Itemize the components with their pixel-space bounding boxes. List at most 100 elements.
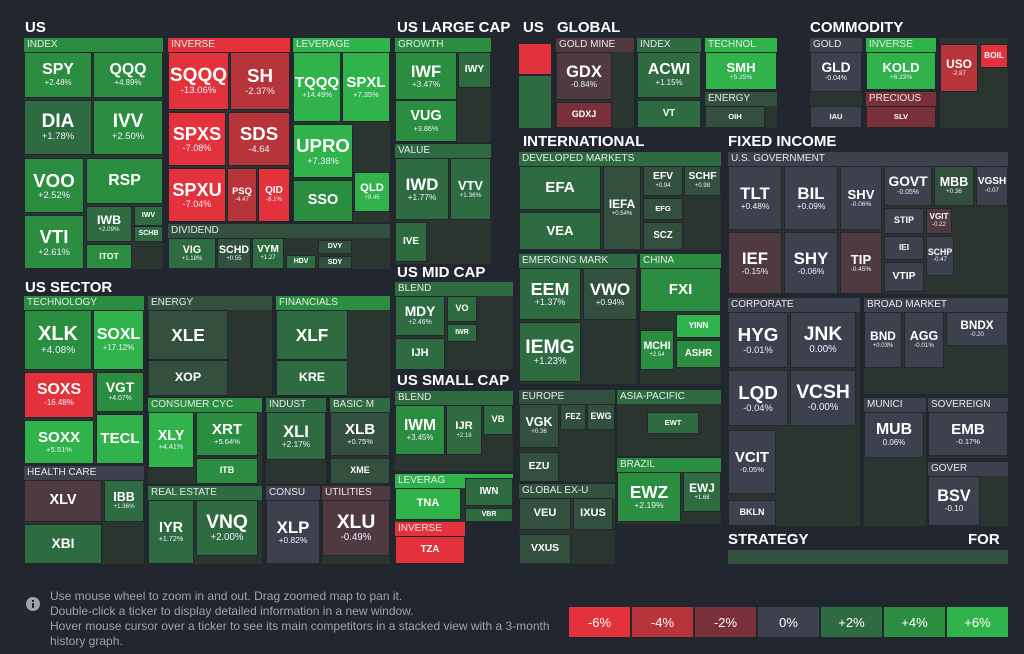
ticker-tile[interactable]: SDS -4.64 [228, 112, 290, 166]
ticker-tile[interactable]: EWJ +1.68 [683, 472, 721, 512]
ticker-tile[interactable]: SQQQ -13.06% [168, 52, 229, 110]
ticker-tile[interactable]: RSP [86, 158, 163, 204]
ticker-tile[interactable]: IJR +2.18 [446, 405, 482, 455]
ticker-tile[interactable]: KRE [276, 360, 348, 396]
ticker-tile[interactable]: EFA [519, 166, 601, 210]
ticker-tile[interactable]: VGSH -0.07 [976, 166, 1008, 206]
ticker-tile[interactable]: XLV [24, 480, 102, 522]
ticker-tile[interactable]: XLU -0.49% [322, 500, 390, 556]
ticker-tile[interactable]: STIP [884, 208, 924, 234]
ticker-tile[interactable]: SH -2.37% [230, 52, 290, 110]
ticker-tile[interactable]: EMB -0.17% [928, 412, 1008, 456]
ticker-tile[interactable]: GDX -0.84% [556, 52, 612, 100]
ticker-tile[interactable]: GOVT -0.05% [884, 166, 932, 206]
ticker-tile[interactable]: EEM +1.37% [519, 268, 581, 320]
ticker-tile[interactable]: XLK +4.08% [24, 310, 92, 370]
ticker-tile[interactable]: IXUS [573, 498, 613, 530]
ticker-tile[interactable]: VEA [519, 212, 601, 250]
ticker-tile[interactable]: MDY +2.46% [395, 296, 445, 336]
ticker-tile[interactable]: SMH +5.25% [705, 52, 777, 90]
ticker-tile[interactable]: SSO [293, 180, 353, 222]
ticker-tile[interactable]: SPXS -7.08% [168, 112, 226, 166]
ticker-tile[interactable]: JNK 0.00% [790, 312, 856, 368]
ticker-tile[interactable]: XLE [148, 310, 228, 360]
ticker-tile[interactable]: VCIT -0.05% [728, 430, 776, 494]
ticker-tile[interactable]: FXI [640, 268, 721, 312]
ticker-tile[interactable]: IWY [458, 52, 491, 88]
ticker-tile[interactable]: YINN [676, 314, 721, 338]
ticker-tile[interactable]: XLY +4.41% [148, 412, 194, 468]
ticker-tile[interactable]: TIP -0.45% [840, 232, 882, 294]
ticker-tile[interactable]: IVV +2.50% [93, 100, 163, 155]
ticker-tile[interactable]: ASHR [676, 340, 721, 368]
ticker-tile[interactable]: QQQ +4.89% [93, 52, 163, 98]
ticker-tile[interactable]: TNA [395, 488, 461, 520]
ticker-tile[interactable]: XLP +0.82% [266, 500, 320, 564]
ticker-tile[interactable]: SCHB [134, 226, 163, 242]
ticker-tile[interactable]: BNDX -0.20 [946, 312, 1008, 346]
ticker-tile[interactable]: IWB +2.09% [86, 206, 132, 242]
ticker-tile[interactable]: VO [447, 296, 477, 322]
ticker-tile[interactable]: VWO +0.94% [583, 268, 637, 320]
ticker-tile[interactable]: VYM +1.27 [252, 238, 284, 269]
ticker-tile[interactable]: XBI [24, 524, 102, 564]
ticker-tile[interactable]: VUG +3.86% [395, 100, 457, 142]
ticker-tile[interactable]: SPY +2.48% [24, 52, 92, 98]
ticker-tile[interactable]: EZU [519, 452, 559, 482]
ticker-tile[interactable]: IWM +3.45% [395, 405, 445, 455]
ticker-tile[interactable]: IEFA +0.54% [603, 166, 641, 250]
ticker-tile[interactable]: IAU [810, 106, 862, 128]
ticker-tile[interactable]: XME [330, 458, 390, 484]
ticker-tile[interactable]: MUB 0.06% [864, 412, 924, 458]
ticker-tile[interactable]: ACWI +1.15% [637, 52, 701, 98]
ticker-tile[interactable]: IEF -0.15% [728, 232, 782, 294]
ticker-tile[interactable]: IWF +3.47% [395, 52, 457, 100]
ticker-tile[interactable]: ITOT [86, 244, 132, 269]
ticker-tile[interactable]: XLB +0.75% [330, 412, 390, 456]
ticker-tile[interactable]: BOIL [980, 44, 1008, 68]
ticker-tile[interactable]: IWN [465, 478, 513, 506]
ticker-tile[interactable]: EFV +0.94 [643, 166, 683, 196]
ticker-tile[interactable]: VGT +4.07% [96, 372, 144, 412]
ticker-tile[interactable]: VNQ +2.00% [196, 500, 258, 556]
ticker-tile[interactable]: GLD -0.04% [810, 52, 862, 92]
ticker-tile[interactable]: SDY [318, 256, 352, 269]
ticker-tile[interactable]: MBB +0.36 [934, 166, 974, 206]
ticker-tile[interactable]: IWV [134, 206, 163, 226]
ticker-tile[interactable]: SCHP -0.47 [926, 236, 954, 276]
ticker-tile[interactable]: LQD -0.04% [728, 370, 788, 426]
ticker-tile[interactable]: EWG [587, 404, 615, 430]
ticker-tile[interactable]: SCHD +0.55 [217, 238, 251, 269]
ticker-tile[interactable]: VOO +2.52% [24, 158, 84, 213]
ticker-tile[interactable]: TECL [96, 414, 144, 464]
ticker-tile[interactable]: USO -2.87 [940, 44, 978, 92]
ticker-tile[interactable]: IBB +1.36% [104, 480, 144, 522]
ticker-tile[interactable]: VBR [465, 508, 513, 522]
ticker-tile[interactable]: QLD +9.45 [354, 172, 390, 212]
ticker-tile[interactable]: HYG -0.01% [728, 312, 788, 368]
ticker-tile[interactable]: IJH [395, 338, 445, 370]
ticker-tile[interactable]: VGIT -0.22 [926, 208, 952, 234]
ticker-tile[interactable]: DIA +1.78% [24, 100, 92, 155]
ticker-tile[interactable]: IEI [884, 236, 924, 260]
ticker-tile[interactable]: SHY -0.06% [784, 232, 838, 294]
ticker-tile[interactable]: BSV -0.10 [928, 476, 980, 526]
ticker-tile[interactable]: EWZ +2.19% [617, 472, 681, 522]
ticker-tile[interactable]: BKLN [728, 500, 776, 526]
ticker-tile[interactable]: BND +0.03% [864, 312, 902, 368]
ticker-tile[interactable]: XOP [148, 360, 228, 396]
ticker-tile[interactable]: VTIP [884, 262, 924, 292]
ticker-tile[interactable]: TZA [395, 536, 465, 564]
ticker-tile[interactable]: FEZ [560, 404, 586, 430]
ticker-tile[interactable]: QID -8.1% [258, 168, 290, 222]
ticker-tile[interactable]: EFG [643, 198, 683, 220]
ticker-tile[interactable]: MCHI +2.54 [640, 330, 674, 370]
ticker-tile[interactable]: OIH [705, 106, 765, 128]
ticker-tile[interactable]: SHV -0.06% [840, 166, 882, 230]
ticker-tile[interactable]: SOXL +17.12% [93, 310, 144, 370]
ticker-tile[interactable]: BIL +0.09% [784, 166, 838, 230]
ticker-tile[interactable]: IWR [447, 324, 477, 342]
ticker-tile[interactable]: IVE [395, 222, 427, 262]
ticker-tile[interactable]: UPRO +7.38% [293, 124, 353, 178]
ticker-tile[interactable]: DVY [318, 240, 352, 254]
